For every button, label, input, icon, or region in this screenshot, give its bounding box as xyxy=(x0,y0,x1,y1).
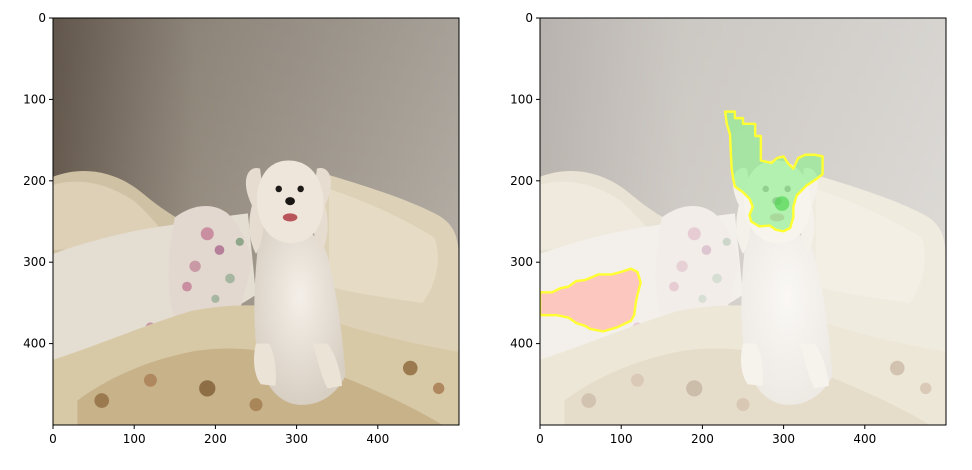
right-xtick-label: 100 xyxy=(610,432,633,446)
left-xtick-label: 100 xyxy=(123,432,146,446)
right-axes: 0 100 200 300 400 0 100 200 300 400 xyxy=(510,11,947,446)
original-image-panel xyxy=(53,18,459,425)
left-xtick-label: 400 xyxy=(366,432,389,446)
fade-overlay xyxy=(540,18,946,425)
left-axes-frame xyxy=(52,17,460,426)
right-xtick-label: 200 xyxy=(691,432,714,446)
left-ytick-label: 200 xyxy=(23,174,46,188)
left-xtick-label: 200 xyxy=(204,432,227,446)
highlight-regions xyxy=(540,110,824,333)
right-xtick-label: 0 xyxy=(536,432,544,446)
left-ytick-label: 100 xyxy=(23,92,46,106)
right-ytick-label: 0 xyxy=(525,11,533,25)
right-ytick-label: 200 xyxy=(510,174,533,188)
left-axes: 0 100 200 300 400 0 100 200 300 400 xyxy=(23,11,460,446)
right-axes-frame xyxy=(539,17,947,426)
left-xtick-label: 300 xyxy=(285,432,308,446)
left-ytick-label: 400 xyxy=(23,337,46,351)
highlight-region-1 xyxy=(723,110,824,233)
right-xtick-label: 300 xyxy=(772,432,795,446)
left-xtick-label: 0 xyxy=(49,432,57,446)
right-ytick-label: 300 xyxy=(510,255,533,269)
highlight-region-core xyxy=(774,196,790,211)
explanation-image-panel xyxy=(540,18,946,425)
highlight-region-2 xyxy=(540,267,642,333)
left-ytick-label: 0 xyxy=(38,11,46,25)
right-xtick-label: 400 xyxy=(853,432,876,446)
dog-photo xyxy=(53,18,459,425)
right-ytick-label: 400 xyxy=(510,337,533,351)
left-ytick-label: 300 xyxy=(23,255,46,269)
right-ytick-label: 100 xyxy=(510,92,533,106)
